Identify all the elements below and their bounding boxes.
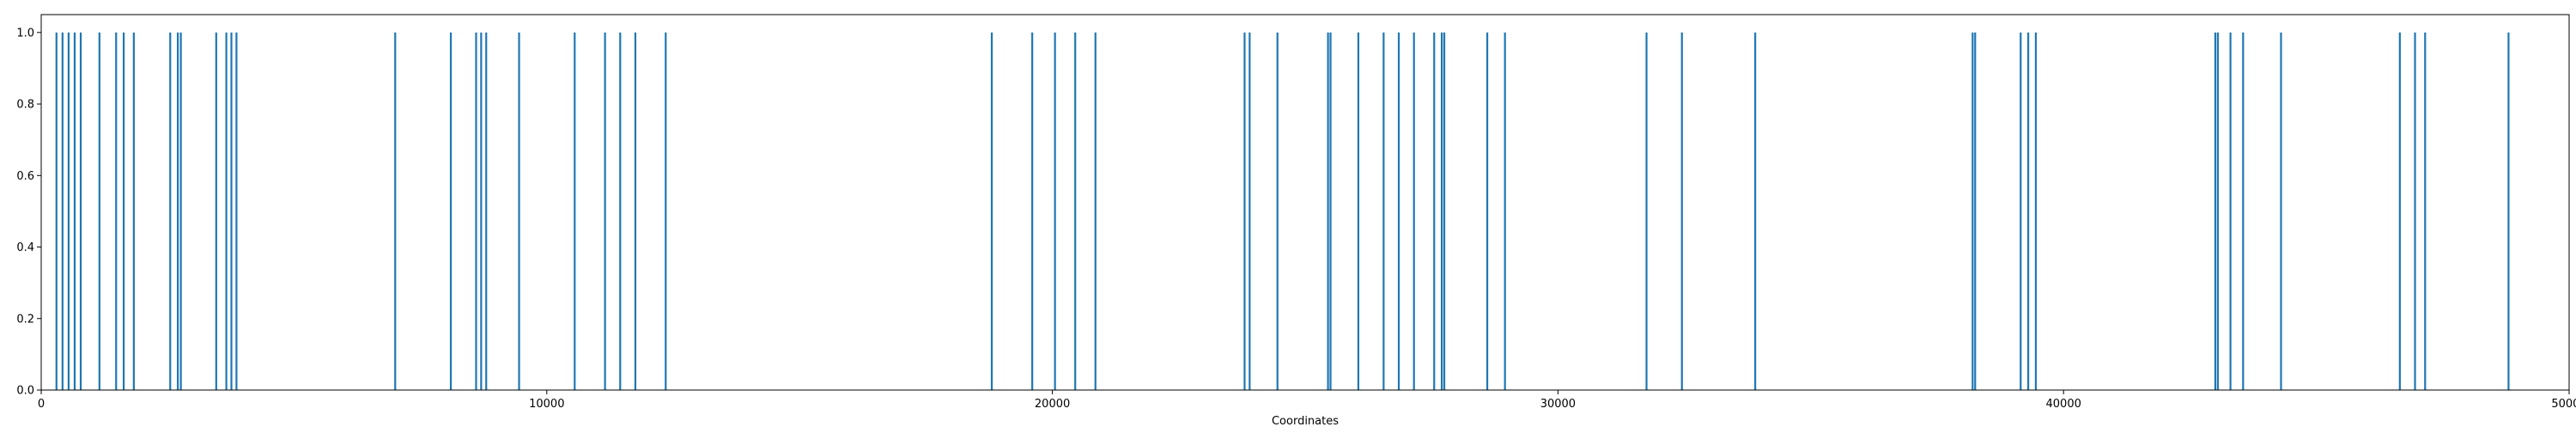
bar-17 [449, 32, 453, 391]
bar-55 [2216, 32, 2219, 391]
bar-58 [2280, 32, 2282, 391]
bar-20 [485, 32, 488, 391]
bar-26 [665, 32, 667, 391]
bar-35 [1327, 32, 1329, 391]
bar-48 [1754, 32, 1757, 391]
bar-12 [215, 32, 217, 391]
y-tick-label: 0.8 [16, 99, 34, 112]
bar-19 [480, 32, 483, 391]
bar-42 [1440, 32, 1443, 391]
bar-1 [61, 32, 64, 391]
bar-39 [1397, 32, 1400, 391]
y-tick-label: 0.4 [16, 241, 34, 254]
bar-22 [574, 32, 576, 391]
bar-37 [1357, 32, 1360, 391]
bars-layer [55, 32, 2510, 391]
x-tick-label: 50000 [2551, 398, 2576, 411]
bar-31 [1094, 32, 1097, 391]
bar-15 [235, 32, 238, 391]
bar-41 [1433, 32, 1436, 391]
x-tick-label: 40000 [2046, 398, 2081, 411]
y-tick-label: 0.0 [16, 385, 34, 398]
bar-50 [1974, 32, 1977, 391]
bar-29 [1054, 32, 1056, 391]
bar-53 [2034, 32, 2038, 391]
bar-11 [179, 32, 182, 391]
bar-32 [1243, 32, 1246, 391]
bar-21 [518, 32, 520, 391]
bar-51 [2020, 32, 2022, 391]
bar-44 [1485, 32, 1489, 391]
bar-13 [225, 32, 228, 391]
bar-34 [1276, 32, 1279, 391]
bar-10 [176, 32, 179, 391]
bar-33 [1249, 32, 1251, 391]
bar-54 [2214, 32, 2217, 391]
bar-25 [634, 32, 637, 391]
bar-7 [122, 32, 125, 391]
bar-23 [604, 32, 606, 391]
y-tick-label: 0.2 [16, 313, 34, 326]
bar-47 [1680, 32, 1683, 391]
bar-49 [1971, 32, 1974, 391]
bar-28 [1031, 32, 1034, 391]
x-tick-label: 30000 [1540, 398, 1576, 411]
bar-27 [990, 32, 993, 391]
bar-57 [2242, 32, 2245, 391]
bar-40 [1413, 32, 1415, 391]
x-axis: 0 10000 20000 30000 40000 50000 [38, 390, 2576, 411]
bar-16 [394, 32, 397, 391]
bar-56 [2229, 32, 2232, 391]
x-tick-label: 0 [38, 398, 45, 411]
x-tick-label: 10000 [529, 398, 564, 411]
plot-frame [40, 14, 2570, 391]
bar-8 [132, 32, 135, 391]
bar-0 [55, 32, 58, 391]
bar-6 [115, 32, 118, 391]
bar-4 [79, 32, 82, 391]
y-tick-label: 1.0 [16, 27, 34, 40]
bar-30 [1074, 32, 1077, 391]
bar-43 [1443, 32, 1446, 391]
bar-9 [169, 32, 172, 391]
bar-45 [1504, 32, 1506, 391]
bar-24 [619, 32, 622, 391]
bar-38 [1382, 32, 1385, 391]
bar-3 [73, 32, 76, 391]
bar-36 [1329, 32, 1332, 391]
bar-60 [2414, 32, 2416, 391]
x-axis-label: Coordinates [1272, 415, 1339, 428]
bar-59 [2398, 32, 2401, 391]
bar-52 [2026, 32, 2030, 391]
bar-18 [475, 32, 477, 391]
x-tick-label: 20000 [1035, 398, 1070, 411]
bar-5 [98, 32, 100, 391]
bar-62 [2507, 32, 2510, 391]
bar-46 [1645, 32, 1648, 391]
bar-14 [230, 32, 233, 391]
y-tick-label: 0.6 [16, 170, 34, 183]
y-axis: 0.0 0.2 0.4 0.6 0.8 1.0 [16, 27, 41, 398]
bar-61 [2424, 32, 2427, 391]
bar-2 [67, 32, 70, 391]
